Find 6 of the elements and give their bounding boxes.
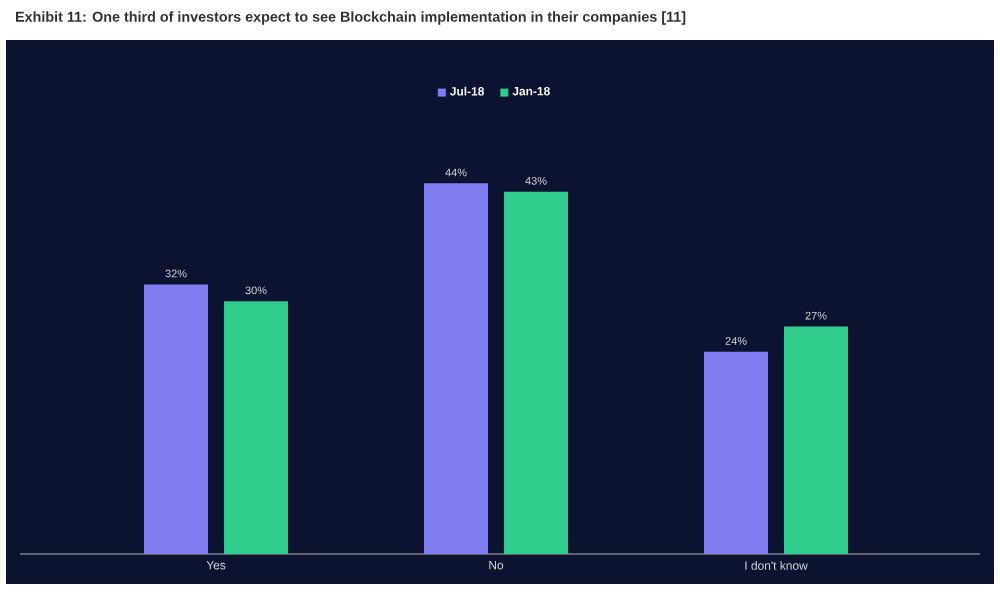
bar xyxy=(704,351,769,554)
bar xyxy=(424,183,489,554)
bar xyxy=(144,284,209,554)
bar xyxy=(224,301,289,554)
bar xyxy=(784,326,849,554)
bar xyxy=(504,191,569,554)
